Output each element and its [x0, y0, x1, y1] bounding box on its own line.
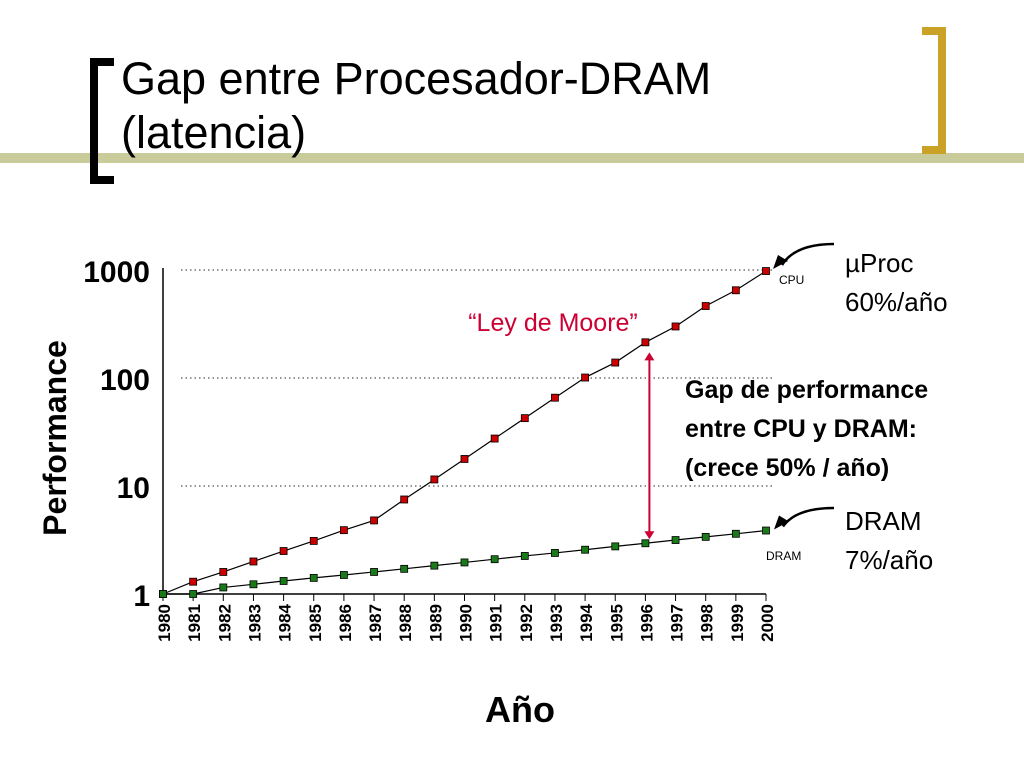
proc-annotation-line2: 60%/año: [845, 287, 948, 317]
dram-annotation-line1: DRAM: [845, 506, 922, 536]
data-point-cpu: [611, 358, 620, 367]
data-point-cpu: [671, 322, 680, 331]
x-tick-label: 1994: [577, 603, 596, 641]
gap-annotation-line3: (crece 50% / año): [685, 454, 889, 482]
x-tick-label: 1980: [155, 604, 174, 642]
x-tick-label: 1989: [426, 604, 445, 642]
data-point-cpu: [490, 434, 499, 443]
y-tick-label: 1: [133, 580, 150, 613]
data-point-cpu: [641, 338, 650, 347]
dram-series-tag: DRAM: [766, 549, 801, 563]
data-point-dram: [641, 539, 650, 548]
data-point-dram: [370, 568, 378, 576]
data-point-dram: [219, 583, 228, 592]
data-point-dram: [581, 545, 589, 554]
y-tick-label: 100: [100, 364, 150, 397]
slide-title: Gap entre Procesador-DRAM (latencia): [121, 53, 712, 159]
x-tick-label: 1995: [607, 604, 626, 642]
x-tick-label: 1986: [336, 604, 355, 642]
x-tick-label: 1993: [547, 604, 566, 642]
x-axis-title: Año: [485, 689, 555, 730]
data-point-cpu: [701, 302, 710, 310]
y-tick-label: 10: [117, 472, 150, 505]
data-point-dram: [460, 558, 469, 567]
x-tick-label: 1985: [306, 604, 325, 642]
data-point-cpu: [400, 495, 409, 504]
data-point-dram: [159, 590, 167, 598]
data-point-dram: [671, 536, 680, 544]
gap-arrow-head-bottom: [644, 531, 655, 540]
data-point-cpu: [339, 526, 348, 535]
x-tick-label: 1982: [215, 604, 234, 642]
data-point-cpu: [731, 286, 740, 295]
title-accent-bar: [0, 153, 1024, 163]
moore-annotation: “Ley de Moore”: [468, 309, 638, 337]
x-tick-label: 1981: [185, 604, 204, 642]
data-point-dram: [762, 526, 770, 535]
data-point-cpu: [309, 537, 318, 545]
x-tick-label: 1999: [728, 604, 747, 642]
data-point-cpu: [370, 516, 378, 525]
x-tick-label: 1998: [698, 604, 717, 642]
data-point-cpu: [551, 393, 559, 402]
gap-arrow-head-top: [644, 352, 655, 361]
title-bracket-right: [922, 27, 946, 154]
x-tick-label: 1984: [276, 603, 295, 641]
data-point-cpu: [189, 577, 198, 586]
proc-pointer-head: [773, 255, 788, 270]
proc-pointer-arrow: [780, 242, 835, 266]
data-point-dram: [309, 573, 318, 582]
data-point-dram: [731, 529, 740, 538]
data-point-dram: [520, 552, 529, 560]
data-point-dram: [279, 577, 288, 585]
gap-annotation-line2: entre CPU y DRAM:: [685, 415, 917, 443]
data-point-dram: [430, 561, 439, 570]
x-tick-label: 1996: [637, 604, 656, 642]
data-point-dram: [551, 549, 559, 557]
data-point-cpu: [430, 475, 439, 484]
data-point-dram: [400, 564, 409, 573]
x-tick-label: 2000: [758, 604, 777, 642]
x-tick-label: 1991: [487, 604, 506, 642]
y-tick-label: 1000: [83, 256, 150, 289]
y-axis-title: Performance: [37, 340, 73, 536]
data-point-cpu: [219, 568, 228, 576]
data-point-cpu: [520, 414, 529, 423]
x-tick-label: 1987: [366, 604, 385, 642]
data-point-cpu: [460, 455, 469, 463]
x-tick-label: 1992: [517, 604, 536, 642]
title-bracket-left: [90, 58, 114, 184]
proc-annotation-line1: µProc: [845, 248, 913, 278]
x-tick-label: 1983: [245, 604, 264, 642]
data-point-dram: [189, 590, 198, 598]
data-point-dram: [701, 532, 710, 541]
x-tick-label: 1997: [668, 604, 687, 642]
cpu-series-tag: CPU: [779, 273, 804, 287]
dram-annotation-line2: 7%/año: [845, 545, 933, 575]
data-point-dram: [339, 571, 348, 579]
dram-pointer-arrow: [781, 506, 835, 528]
data-point-cpu: [249, 557, 258, 566]
data-point-cpu: [762, 267, 770, 275]
gap-annotation-line1: Gap de performance: [685, 376, 928, 404]
data-point-dram: [249, 580, 258, 589]
data-point-dram: [490, 555, 499, 564]
x-tick-label: 1988: [396, 604, 415, 642]
series-line-cpu: [162, 270, 767, 595]
dram-pointer-head: [774, 515, 789, 530]
data-point-dram: [611, 542, 620, 551]
data-point-cpu: [279, 547, 288, 555]
data-point-cpu: [581, 373, 589, 382]
x-tick-label: 1990: [457, 604, 476, 642]
